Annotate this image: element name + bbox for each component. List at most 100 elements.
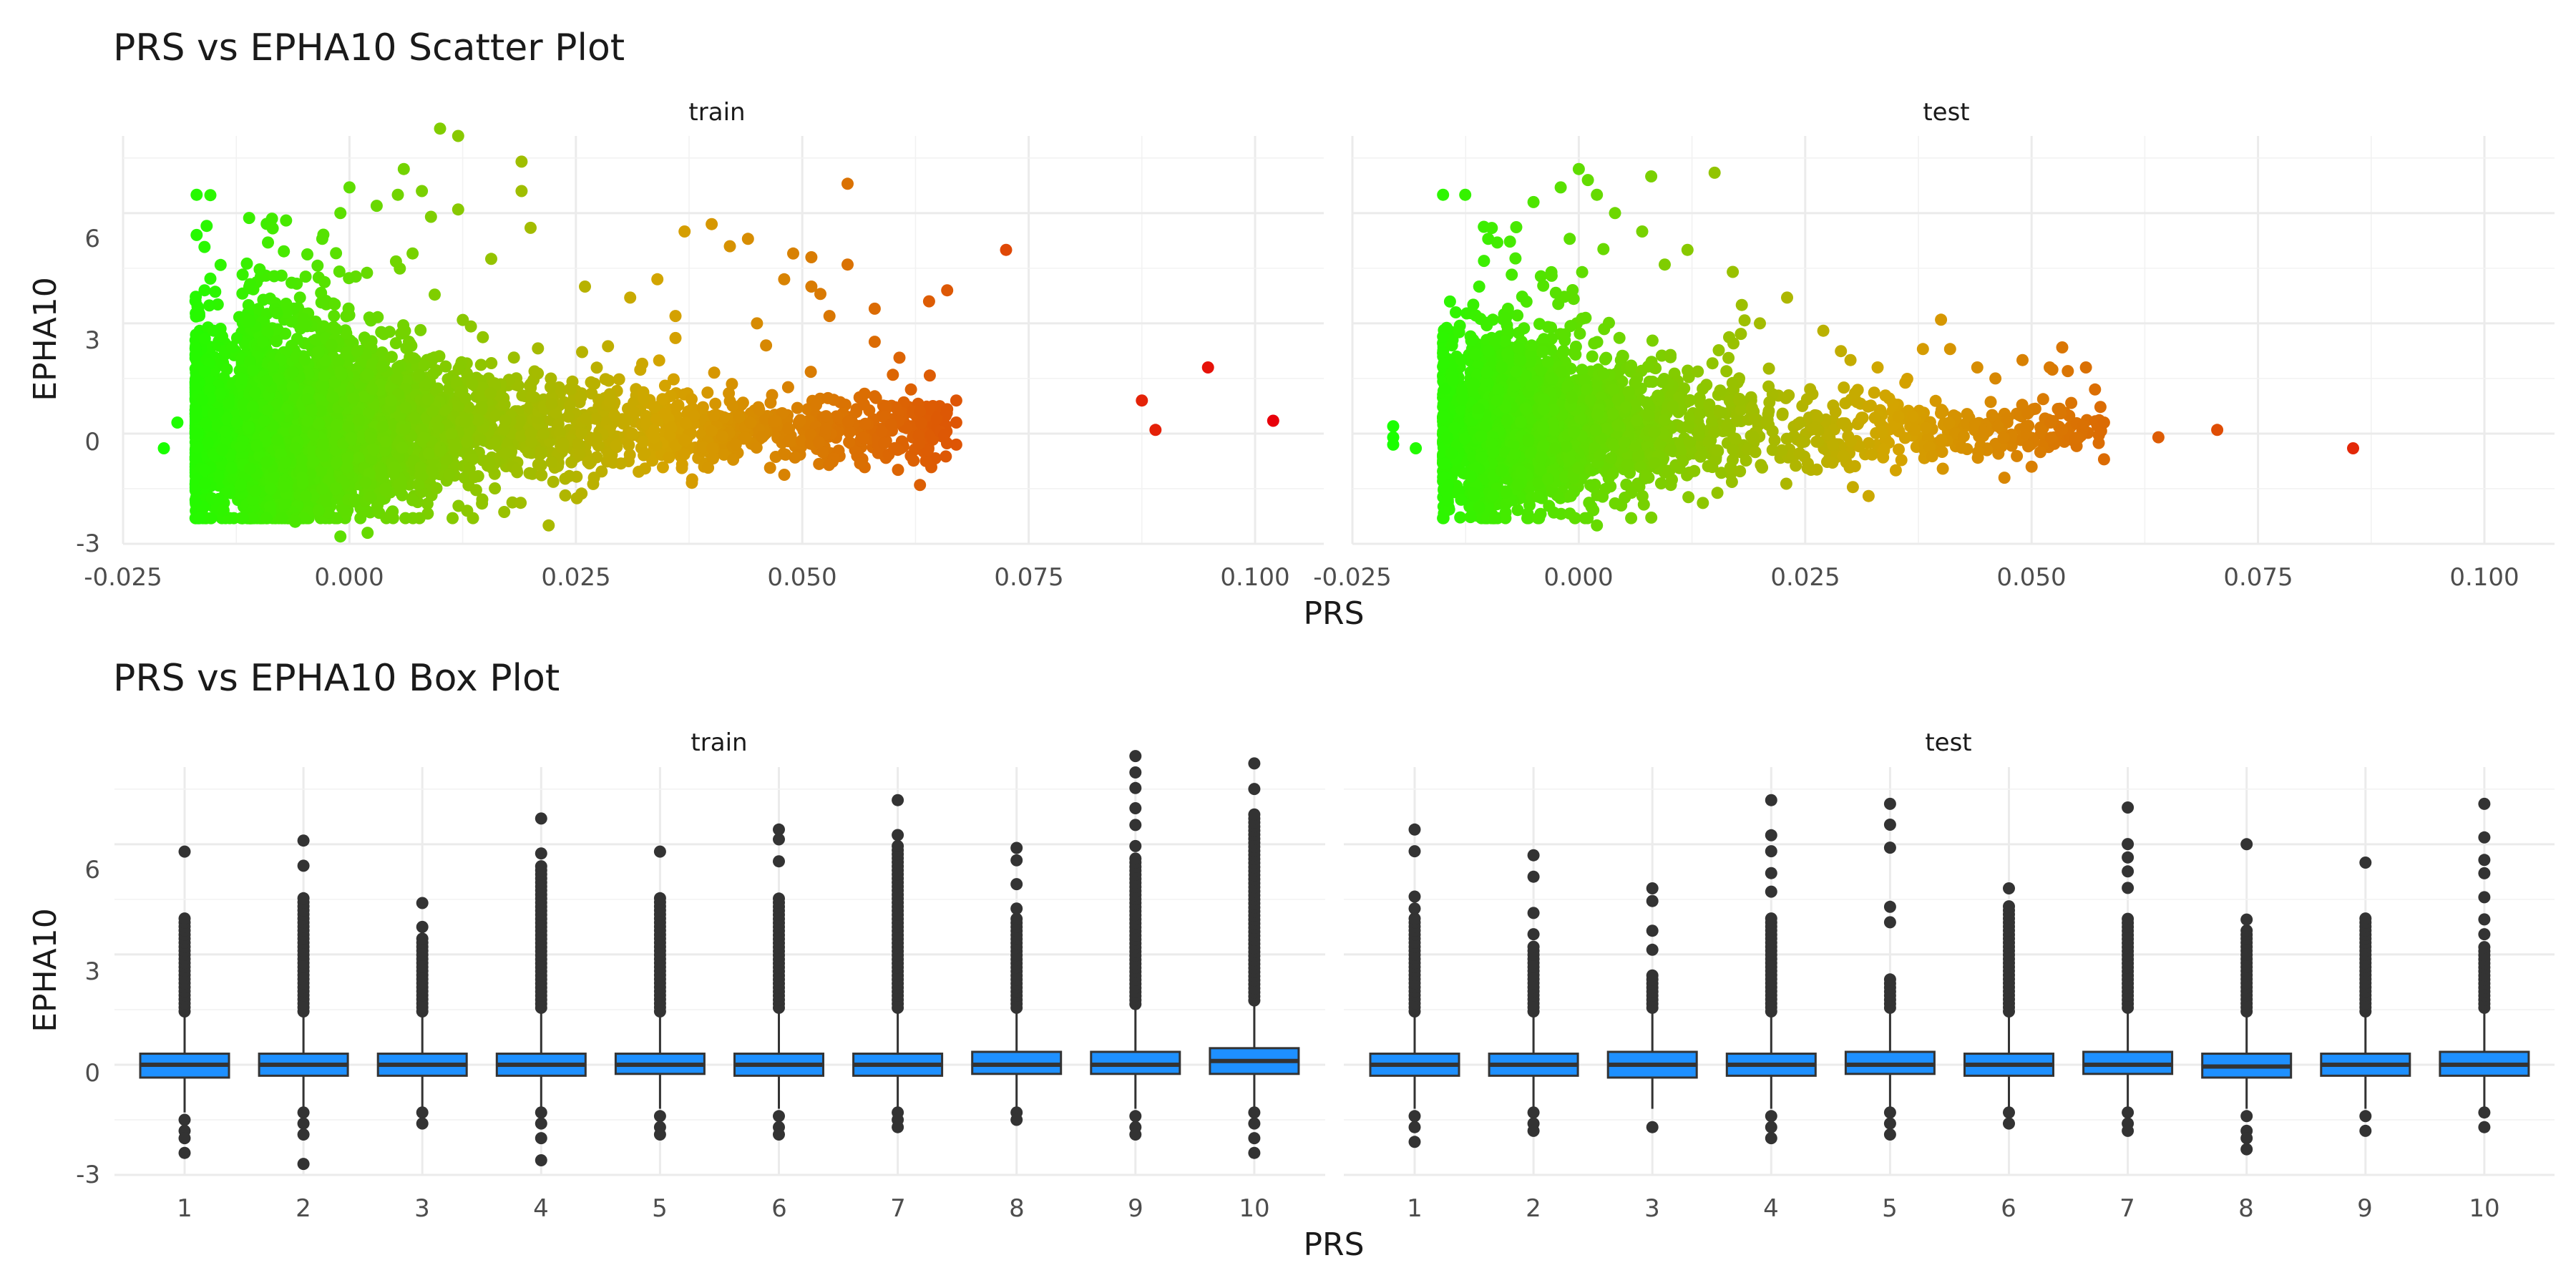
scatter-point (637, 435, 650, 448)
scatter-point (638, 447, 651, 460)
scatter-point (893, 351, 906, 364)
scatter-point (330, 247, 343, 260)
scatter-point (547, 475, 560, 488)
scatter-point (399, 512, 412, 525)
scatter-point (469, 484, 482, 497)
scatter-point (270, 335, 283, 348)
scatter-point (489, 482, 502, 494)
scatter-point (499, 414, 512, 426)
scatter-train-strip-label: train (688, 98, 745, 127)
scatter-point (200, 220, 213, 233)
scatter-point (708, 366, 721, 379)
scatter-point (268, 270, 280, 283)
scatter-point (348, 493, 361, 506)
scatter-point (299, 270, 312, 283)
scatter-point (782, 422, 795, 435)
scatter-point (708, 409, 721, 422)
scatter-point (190, 188, 203, 201)
scatter-point (733, 411, 746, 424)
scatter-point (633, 465, 645, 478)
scatter-point (658, 379, 671, 392)
scatter-point (701, 386, 714, 399)
scatter-point (522, 446, 535, 459)
scatter-point (626, 427, 639, 440)
scatter-point (823, 459, 835, 472)
scatter-point (474, 358, 487, 371)
scatter-point (532, 342, 545, 355)
scatter-point (585, 376, 597, 389)
scatter-panel-train: train (122, 98, 1324, 545)
scatter-point (391, 361, 404, 374)
scatter-point (723, 387, 736, 400)
scatter-point (270, 307, 283, 320)
scatter-point (813, 457, 826, 470)
scatter-point (563, 469, 576, 482)
scatter-point (716, 430, 728, 443)
scatter-point (422, 447, 435, 460)
scatter-point (265, 213, 278, 225)
scatter-title: PRS vs EPHA10 Scatter Plot (113, 26, 625, 69)
scatter-point (667, 373, 680, 386)
scatter-point (857, 398, 870, 411)
scatter-point (781, 381, 794, 394)
scatter-point (203, 299, 215, 312)
scatter-point (214, 258, 227, 271)
scatter-point (342, 302, 355, 315)
scatter-point (510, 464, 523, 477)
scatter-point (309, 333, 322, 346)
scatter-point (499, 447, 512, 460)
scatter-point (670, 400, 683, 413)
scatter-point (575, 427, 588, 440)
scatter-point (378, 328, 390, 341)
scatter-point (794, 414, 806, 426)
scatter-point (869, 391, 882, 404)
scatter-point (640, 411, 653, 424)
scatter-point (556, 441, 569, 454)
scatter-point (407, 352, 420, 365)
scatter-point (421, 393, 434, 406)
scatter-point (702, 462, 715, 474)
scatter-point (328, 310, 341, 322)
scatter-point (483, 457, 496, 469)
scatter-point (575, 391, 587, 404)
scatter-point (189, 341, 202, 354)
scatter-point (756, 431, 769, 444)
scatter-point (726, 399, 739, 412)
scatter-point (514, 497, 527, 509)
scatter-point (358, 331, 371, 344)
scatter-point (563, 399, 576, 412)
scatter-point (590, 361, 603, 374)
scatter-point (523, 467, 536, 479)
scatter-point (907, 454, 920, 467)
scatter-point (385, 351, 398, 364)
scatter-point (686, 477, 698, 489)
scatter-point (782, 435, 795, 448)
scatter-point (459, 472, 471, 484)
scatter-point (488, 436, 501, 449)
scatter-point (198, 240, 211, 253)
scatter-point (293, 291, 306, 304)
scatter-point (653, 354, 665, 367)
scatter-point (204, 189, 217, 202)
scatter-point (537, 427, 550, 440)
scatter-point (414, 462, 427, 474)
scatter-point (452, 363, 465, 376)
scatter-point (576, 346, 588, 358)
scatter-point (333, 265, 346, 278)
scatter-point (389, 255, 402, 268)
scatter-point (301, 248, 313, 260)
scatter-point (329, 482, 342, 494)
scatter-point (763, 462, 776, 474)
scatter-point (718, 411, 731, 424)
scatter-point (225, 341, 238, 353)
scatter-point (613, 373, 625, 386)
scatter-point (461, 436, 474, 449)
scatter-point (706, 442, 719, 454)
scatter-point (278, 245, 291, 258)
scatter-point (750, 441, 763, 454)
scatter-point (412, 478, 425, 491)
scatter-train-points (157, 122, 1279, 543)
scatter-point (525, 378, 537, 390)
scatter-point (190, 496, 202, 508)
